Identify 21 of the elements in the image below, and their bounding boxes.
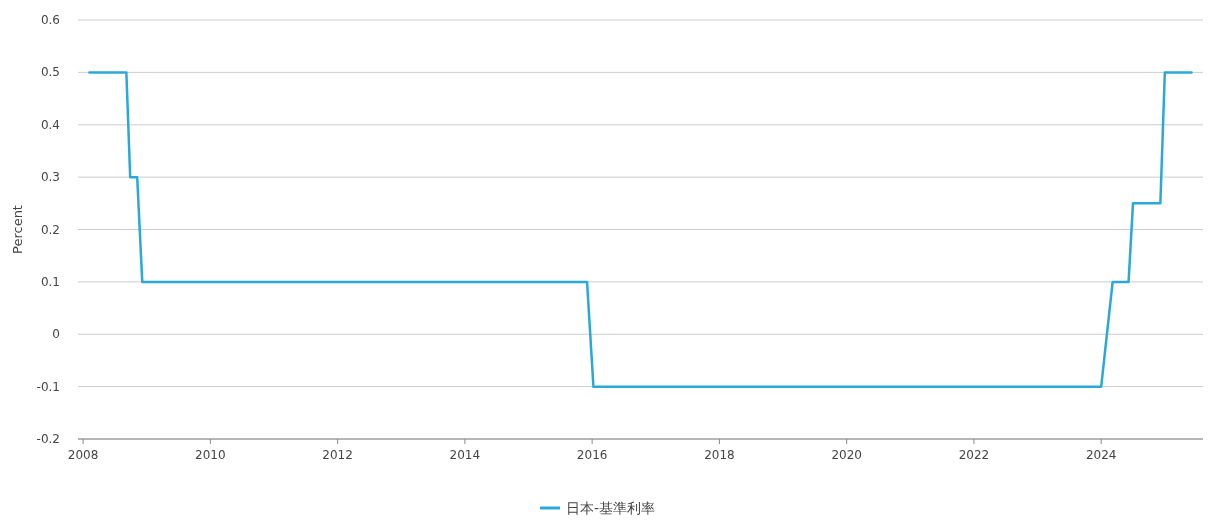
x-tick-label: 2008	[67, 448, 99, 462]
y-tick-label: -0.1	[36, 379, 60, 394]
x-tick-label: 2024	[1085, 448, 1117, 462]
x-tick-label: 2010	[195, 448, 226, 462]
y-tick-label: 0.2	[40, 222, 60, 237]
y-tick-label: 0	[52, 327, 60, 342]
x-tick-label: 2016	[576, 448, 608, 462]
x-tick-label: 2018	[704, 448, 735, 462]
y-tick-label: -0.2	[36, 432, 60, 446]
y-tick-label: 0.4	[40, 117, 60, 132]
x-tick-label: 2014	[449, 448, 481, 462]
line-series	[88, 71, 1193, 388]
y-axis-title: Percent	[10, 205, 25, 254]
x-tick-label: 2022	[958, 448, 990, 462]
legend-label: 日本-基準利率	[566, 500, 656, 516]
x-tick-label: 2012	[322, 448, 353, 462]
x-tick-label: 2020	[831, 448, 862, 462]
y-tick-label: 0.6	[40, 13, 60, 27]
y-tick-label: 0.1	[40, 274, 60, 289]
y-tick-label: 0.3	[40, 170, 60, 185]
y-tick-label: 0.5	[40, 65, 60, 80]
